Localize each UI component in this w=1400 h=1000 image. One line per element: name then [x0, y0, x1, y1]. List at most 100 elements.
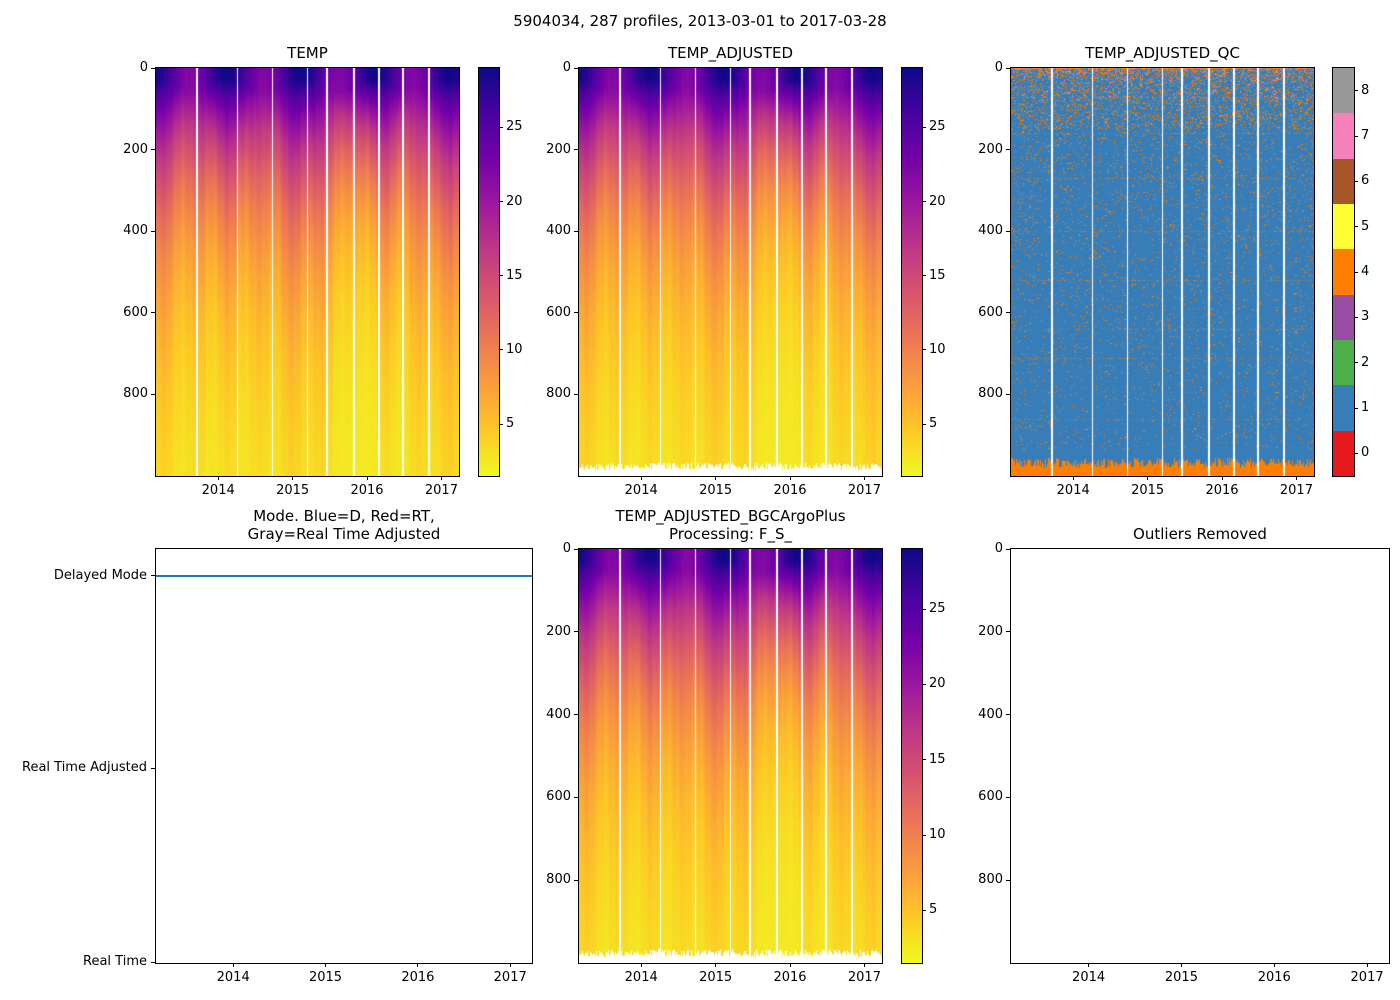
colorbar-tick-label: 10 [929, 341, 946, 357]
x-tick-mark [232, 963, 234, 967]
chart-title: Outliers Removed [1133, 525, 1267, 543]
outliers-removed-panel: Outliers Removed 2014 2015 2016 2017 0 200 400… [978, 525, 1390, 985]
qc-colorbar-cell [1333, 158, 1354, 204]
chart-title: TEMP_ADJUSTED_QC [1085, 44, 1240, 62]
y-tick-mark [574, 230, 578, 232]
x-tick-mark [1088, 963, 1090, 967]
x-tick-label: 2015 [276, 483, 310, 498]
y-tick-mark [151, 312, 155, 314]
y-tick-mark [151, 575, 155, 577]
colorbar-tick-mark [1354, 135, 1358, 137]
x-tick-mark [325, 963, 327, 967]
colorbar-tick-label: 5 [929, 902, 938, 918]
x-tick-mark [1221, 476, 1223, 480]
colorbar-tick-label: 25 [929, 119, 946, 135]
colorbar-tick-label: 5 [929, 416, 938, 432]
chart-title-line-1: TEMP_ADJUSTED_BGCArgoPlus [615, 507, 846, 525]
x-tick-label: 2016 [1205, 483, 1239, 498]
y-tick-mark [1006, 796, 1010, 798]
y-tick-label: 0 [562, 60, 571, 75]
x-tick-mark [440, 476, 442, 480]
y-tick-mark [151, 393, 155, 395]
y-tick-label: 400 [978, 223, 1003, 239]
colorbar-tick-mark [1354, 407, 1358, 409]
chart-title: TEMP [287, 44, 328, 62]
x-tick-label: 2015 [308, 970, 343, 985]
colorbar-tick-mark [922, 349, 926, 351]
y-tick-label: 600 [123, 304, 148, 320]
colorbar-tick-mark [499, 423, 503, 425]
colorbar-tick-mark [922, 759, 926, 761]
y-tick-mark [151, 67, 155, 69]
colorbar-tick-mark [1354, 362, 1358, 364]
y-tick-label: 800 [546, 386, 571, 402]
y-tick-label: 0 [562, 541, 571, 556]
x-tick-mark [789, 963, 791, 967]
mode-panel: Mode. Blue=D, Red=RT, Gray=Real Time Adj… [22, 507, 533, 985]
chart-title: Mode. Blue=D, Red=RT, Gray=Real Time Adj… [156, 507, 532, 543]
colorbar-tick-label: 0 [1361, 445, 1370, 461]
x-tick-mark [292, 476, 294, 480]
y-tick-mark [574, 393, 578, 395]
colorbar-tick-label: 5 [1361, 218, 1370, 234]
colorbar-tick-mark [1354, 316, 1358, 318]
y-tick-mark [151, 961, 155, 963]
colorbar-tick-mark [922, 275, 926, 277]
y-tick-label: 400 [546, 706, 571, 722]
colorbar-tick-mark [1354, 452, 1358, 454]
x-tick-mark [1366, 963, 1368, 967]
x-tick-mark [715, 476, 717, 480]
y-tick-label: 800 [123, 386, 148, 402]
y-tick-mark [574, 67, 578, 69]
qc-colorbar-cell [1333, 68, 1354, 114]
y-tick-label: 400 [546, 223, 571, 239]
y-tick-label: 200 [978, 623, 1003, 639]
y-tick-mark [1006, 312, 1010, 314]
chart-title-line-2: Gray=Real Time Adjusted [247, 525, 441, 543]
y-tick-mark [151, 767, 155, 769]
x-tick-label: 2014 [1072, 970, 1106, 985]
colorbar-tick-label: 20 [929, 676, 946, 692]
temp-colorbar: 5 10 15 20 25 [478, 67, 523, 477]
x-tick-mark [417, 963, 419, 967]
temp-adjusted-colorbar: 5 10 15 20 25 [901, 67, 946, 477]
temp-colorbar-gradient [479, 68, 499, 476]
y-tick-mark [1006, 149, 1010, 151]
colorbar-tick-mark [922, 423, 926, 425]
colorbar-tick-label: 20 [929, 193, 946, 209]
x-tick-label: 2017 [847, 483, 881, 498]
qc-colorbar-cell [1333, 430, 1354, 476]
temp-heatmap-canvas [156, 68, 459, 476]
x-tick-mark [1273, 963, 1275, 967]
x-tick-label: 2017 [847, 970, 881, 985]
x-tick-label: 2017 [1350, 970, 1384, 985]
x-tick-mark [715, 963, 717, 967]
x-tick-label: 2016 [773, 970, 807, 985]
x-tick-label: 2016 [350, 483, 384, 498]
x-tick-label: 2017 [493, 970, 527, 985]
chart-title: TEMP_ADJUSTED_BGCArgoPlus Processing: F_… [579, 507, 882, 543]
x-tick-label: 2016 [401, 970, 435, 985]
temp-heatmap-panel: TEMP 2014 2015 2016 2017 0 200 400 600 800 [123, 44, 460, 498]
colorbar-tick-mark [1354, 271, 1358, 273]
y-tick-label: 0 [994, 60, 1003, 75]
y-tick-label: 400 [978, 706, 1003, 722]
x-tick-mark [509, 963, 511, 967]
qc-colorbar-cell [1333, 294, 1354, 340]
y-tick-mark [1006, 714, 1010, 716]
x-tick-label: 2015 [699, 970, 733, 985]
colorbar-tick-label: 25 [506, 119, 523, 135]
colorbar-tick-mark [922, 834, 926, 836]
qc-colorbar-cell [1333, 203, 1354, 250]
temp-adjusted-qc-heatmap-panel: TEMP_ADJUSTED_QC 2014 2015 2016 2017 0 200 400… [978, 44, 1315, 498]
colorbar-tick-mark [922, 126, 926, 128]
colorbar-tick-mark [499, 349, 503, 351]
colorbar-tick-label: 15 [929, 751, 946, 767]
x-tick-mark [366, 476, 368, 480]
colorbar-tick-mark [1354, 90, 1358, 92]
colorbar-tick-mark [922, 683, 926, 685]
y-tick-label: 800 [978, 386, 1003, 402]
y-tick-mark [1006, 548, 1010, 550]
x-tick-mark [217, 476, 219, 480]
colorbar-tick-label: 8 [1361, 82, 1370, 98]
